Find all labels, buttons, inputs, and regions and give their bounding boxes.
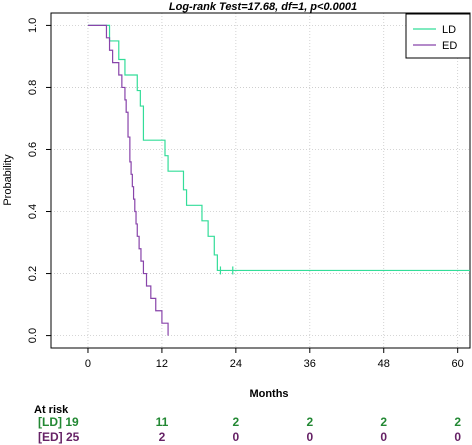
legend: LD ED <box>405 13 471 59</box>
at-risk-row-label: [ED] 25 <box>38 430 80 444</box>
km-curve-ed <box>87 24 169 336</box>
y-axis: 0.0 0.2 0.4 0.6 0.8 1.0 <box>27 18 51 343</box>
series-layer <box>87 24 470 336</box>
km-curve-ld <box>87 24 470 272</box>
chart-title: Log-rank Test=17.68, df=1, p<0.0001 <box>169 1 357 13</box>
legend-label-ld: LD <box>442 24 456 36</box>
y-tick-label: 0.2 <box>27 266 39 281</box>
y-axis-title: Probability <box>2 154 14 206</box>
at-risk-table: At risk [LD] 19 11 2 2 2 2[ED] 25 2 0 0 0 0 <box>34 404 461 444</box>
y-tick-label: 1.0 <box>27 18 39 33</box>
y-tick-label: 0.6 <box>27 142 39 157</box>
legend-label-ed: ED <box>442 40 457 52</box>
y-tick-label: 0.4 <box>27 204 39 219</box>
x-tick-label: 24 <box>230 358 242 370</box>
plot-frame <box>50 12 471 349</box>
legend-box <box>405 13 471 59</box>
at-risk-row-label: [LD] 19 <box>38 415 79 429</box>
at-risk-count: 0 <box>306 430 313 444</box>
at-risk-count: 2 <box>380 415 387 429</box>
at-risk-count: 2 <box>233 415 240 429</box>
at-risk-count: 2 <box>454 415 461 429</box>
x-axis: 0 12 24 36 48 60 <box>85 348 464 370</box>
grid-layer <box>51 13 470 348</box>
at-risk-count: 2 <box>306 415 313 429</box>
at-risk-count: 11 <box>156 415 169 429</box>
at-risk-count: 0 <box>233 430 240 444</box>
x-axis-title: Months <box>249 388 288 400</box>
at-risk-count: 2 <box>159 430 166 444</box>
at-risk-count: 0 <box>454 430 461 444</box>
x-tick-label: 0 <box>85 358 91 370</box>
y-tick-label: 0.8 <box>27 80 39 95</box>
x-tick-label: 36 <box>304 358 316 370</box>
at-risk-count: 0 <box>380 430 387 444</box>
x-tick-label: 48 <box>378 358 390 370</box>
x-tick-label: 60 <box>452 358 464 370</box>
at-risk-header: At risk <box>34 404 69 416</box>
x-tick-label: 12 <box>156 358 168 370</box>
y-tick-label: 0.0 <box>27 328 39 343</box>
